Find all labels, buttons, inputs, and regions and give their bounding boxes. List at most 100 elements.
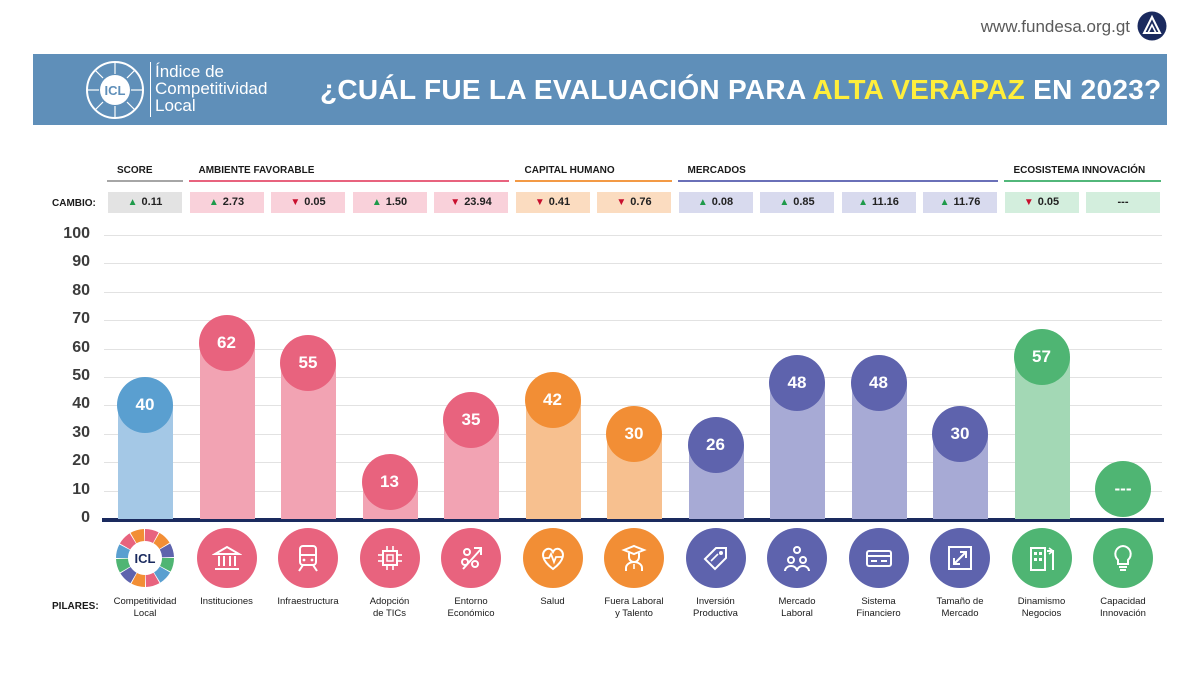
arrow-up-icon: ▲: [858, 197, 868, 208]
page-title: ¿CUÁL FUE LA EVALUACIÓN PARA ALTA VERAPA…: [320, 74, 1162, 106]
arrow-up-icon: ▲: [208, 197, 219, 208]
arrow-down-icon: ▼: [290, 197, 301, 208]
pillar-label-line-1: Tamaño de: [936, 596, 984, 607]
change-value: 11.76: [953, 196, 981, 208]
title-highlight: ALTA VERAPAZ: [812, 74, 1026, 105]
logo-divider: [150, 62, 151, 117]
pillar-label-line-2: Negocios: [1021, 608, 1062, 619]
gridline: [104, 291, 1162, 293]
title-banner: ICL Índice de Competitividad Local ¿CUÁL…: [33, 54, 1167, 125]
arrow-up-icon: ▲: [371, 197, 382, 208]
pillar-label: Dinamismo Negocios: [997, 596, 1087, 620]
value-label: 48: [769, 354, 825, 411]
group-header-ambiente: AMBIENTE FAVORABLE: [188, 165, 509, 185]
y-tick-label: 40: [72, 395, 90, 413]
group-underline: [188, 180, 509, 182]
change-value: 0.85: [793, 196, 815, 208]
svg-text:ICL: ICL: [135, 551, 156, 566]
train-icon[interactable]: [278, 528, 338, 588]
group-label: SCORE: [117, 165, 153, 176]
gridline: [104, 348, 1162, 350]
change-badge: ▲ 0.85: [760, 192, 834, 213]
value-label: 57: [1013, 329, 1070, 386]
change-badge: ▼ 23.94: [434, 192, 508, 213]
change-badge: ▲ 11.16: [841, 192, 916, 213]
y-tick-label: 60: [72, 338, 90, 356]
pillar-label: Mercado Laboral: [752, 596, 842, 620]
group-header-innovacion: ECOSISTEMA INNOVACIÓN: [1003, 165, 1161, 185]
group-underline: [514, 180, 672, 182]
y-tick-label: 70: [72, 310, 90, 328]
pillar-label-line-2: de TICs: [372, 608, 407, 619]
pillar-label-line-1: Competitividad: [113, 596, 177, 607]
y-tick-label: 20: [72, 452, 90, 470]
y-tick-label: 50: [72, 367, 90, 384]
pillar-label-line-1: Adopción: [369, 596, 410, 607]
value-label: 30: [932, 405, 988, 462]
graduate-icon[interactable]: [604, 528, 664, 588]
value-label: 40: [117, 377, 173, 434]
icl-logo-text: Índice de Competitividad Local: [155, 63, 285, 114]
change-badge: ---: [1086, 192, 1160, 213]
pillar-label-line-2: y Talento: [615, 608, 653, 619]
change-value: 0.05: [1037, 196, 1060, 208]
logo-text-line-1: Índice de: [155, 62, 224, 81]
change-value: ---: [1117, 196, 1129, 208]
arrow-up-icon: ▲: [939, 197, 950, 208]
cambio-row-label: CAMBIO:: [52, 198, 96, 209]
value-label: 26: [687, 417, 744, 474]
pillar-label: Salud: [508, 596, 598, 608]
site-url[interactable]: www.fundesa.org.gt: [980, 17, 1130, 36]
business-icon[interactable]: [1011, 528, 1072, 588]
arrow-up-icon: ▲: [779, 197, 790, 208]
change-value: 11.16: [871, 196, 899, 208]
pilares-row-label: PILARES:: [52, 601, 99, 612]
pillar-label-line-2: Local: [133, 608, 157, 619]
change-badge: ▲ 1.50: [352, 192, 427, 213]
building-icon[interactable]: [196, 528, 257, 588]
change-value: 0.76: [630, 196, 652, 208]
value-label: ---: [1095, 461, 1151, 517]
heart-pulse-icon[interactable]: [522, 528, 583, 588]
change-value: 2.73: [222, 196, 245, 208]
group-header-capital: CAPITAL HUMANO: [514, 165, 672, 185]
lightbulb-icon[interactable]: [1093, 528, 1153, 588]
gridline: [104, 320, 1162, 322]
change-value: 0.08: [711, 196, 734, 208]
group-underline: [677, 180, 998, 182]
percent-icon[interactable]: [441, 528, 501, 588]
pillar-label-line-2: Económico: [447, 608, 495, 619]
pillar-label-line-1: Dinamismo: [1017, 596, 1066, 607]
icl-logo-badge: ICL: [105, 83, 126, 98]
gridline: [104, 263, 1162, 265]
pillar-label: Inversión Productiva: [671, 596, 761, 620]
pillar-label-line-2: Financiero: [856, 608, 901, 619]
card-icon[interactable]: [848, 528, 909, 588]
group-label: ECOSISTEMA INNOVACIÓN: [1013, 165, 1146, 176]
title-pre: ¿CUÁL FUE LA EVALUACIÓN PARA: [320, 74, 813, 105]
pillar-label-line-1: Inversión: [696, 596, 735, 607]
pillar-label-line-1: Fuera Laboral: [604, 596, 664, 607]
pillar-label: Tamaño de Mercado: [915, 596, 1005, 620]
fundesa-logo-icon: [1137, 11, 1167, 41]
change-badge: ▲ 11.76: [923, 192, 997, 213]
pillar-label: Competitividad Local: [100, 596, 190, 620]
pillar-label-line-1: Salud: [540, 596, 565, 607]
tag-icon[interactable]: [685, 528, 746, 588]
group-label: CAPITAL HUMANO: [524, 165, 615, 176]
expand-icon[interactable]: [930, 528, 990, 588]
change-badge: ▼ 0.05: [271, 192, 345, 213]
arrow-down-icon: ▼: [450, 197, 461, 208]
people-icon[interactable]: [767, 528, 827, 588]
chip-icon[interactable]: [359, 528, 420, 588]
y-tick-label: 80: [72, 281, 90, 299]
y-tick-label: 0: [81, 509, 90, 526]
gridline: [104, 377, 1162, 378]
value-label: 30: [606, 405, 662, 462]
value-label: 35: [443, 391, 499, 448]
pillar-label-line-1: Entorno: [454, 596, 488, 607]
x-axis-baseline: [102, 518, 1164, 522]
group-header-mercados: MERCADOS: [677, 165, 998, 185]
arrow-up-icon: ▲: [697, 197, 708, 208]
icl-wheel-icon[interactable]: ICL: [115, 528, 175, 588]
